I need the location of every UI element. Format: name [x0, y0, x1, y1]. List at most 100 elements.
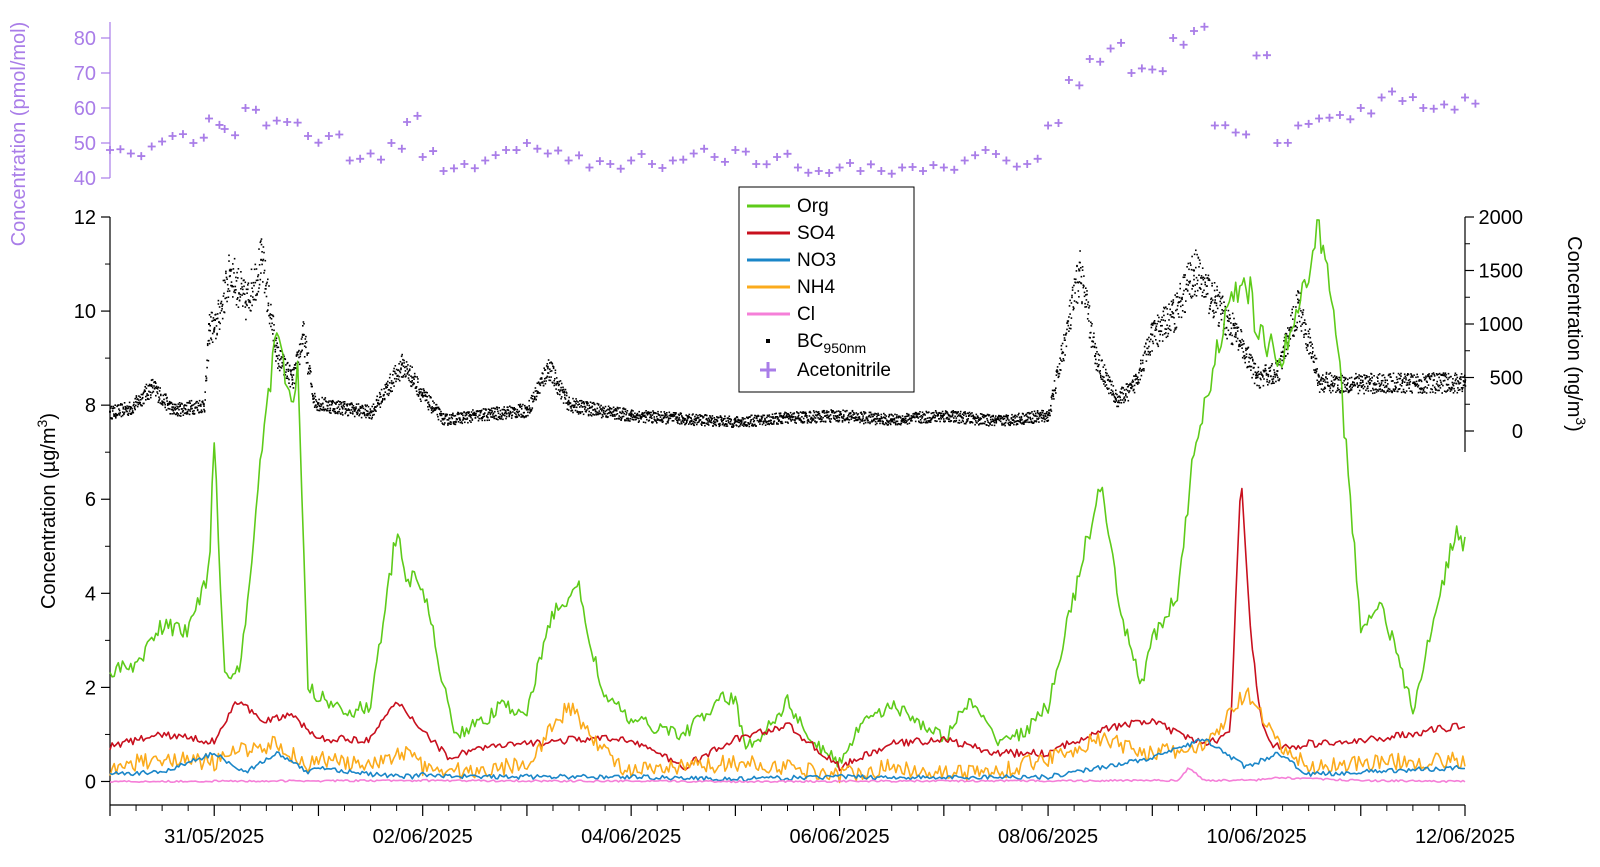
bc-point — [1457, 387, 1459, 389]
bc-point — [113, 407, 116, 409]
bc-point — [260, 238, 263, 240]
acetonitrile-point — [929, 161, 938, 170]
bc-point — [889, 420, 891, 422]
bc-point — [316, 405, 318, 408]
bc-point — [387, 380, 389, 383]
bc-point — [832, 410, 834, 413]
bc-point — [1130, 384, 1133, 386]
bc-point — [664, 413, 667, 415]
bc-point — [1122, 387, 1125, 389]
bc-point — [861, 418, 864, 421]
bc-point — [934, 420, 936, 422]
bc-point — [171, 413, 173, 415]
bc-point — [955, 419, 958, 422]
bc-point — [921, 411, 924, 414]
acetonitrile-point — [1356, 104, 1365, 112]
bc-point — [651, 414, 654, 416]
bc-point — [325, 408, 327, 411]
bc-point — [242, 305, 244, 307]
bc-point — [281, 365, 283, 367]
acetonitrile-point — [533, 144, 542, 153]
bc-point — [726, 425, 729, 427]
bc-point — [944, 420, 946, 422]
bc-point — [587, 413, 590, 416]
bc-point — [784, 416, 787, 419]
bc-point — [602, 415, 604, 418]
bc-point — [574, 409, 577, 412]
bc-point — [211, 320, 213, 322]
bc-point — [427, 408, 430, 411]
bc-point — [156, 391, 158, 393]
bc-point — [325, 401, 328, 403]
bc-point — [457, 412, 460, 414]
bc-point — [452, 414, 454, 416]
bc-point — [771, 423, 774, 425]
bc-point — [1432, 391, 1434, 393]
bc-point — [1219, 300, 1221, 303]
acetonitrile-point — [898, 163, 907, 172]
bc-point — [1441, 392, 1443, 394]
bc-point — [410, 385, 413, 388]
bc-point — [243, 293, 246, 295]
bc-point — [674, 418, 677, 420]
bc-point — [358, 409, 360, 411]
bc-point — [1343, 380, 1345, 382]
bc-point — [158, 399, 160, 402]
bc-point — [842, 417, 844, 419]
bc-point — [1174, 294, 1176, 296]
bc-point — [1224, 305, 1226, 308]
bc-point — [118, 408, 120, 410]
bc-point — [1409, 381, 1412, 383]
bc-point — [118, 409, 121, 412]
bc-point — [904, 419, 907, 422]
acetonitrile-point — [1085, 55, 1094, 63]
bc-point — [797, 415, 799, 418]
bc-point — [242, 288, 244, 291]
bc-point — [1089, 337, 1091, 339]
bc-point — [977, 420, 979, 422]
bc-point — [1308, 353, 1310, 355]
bc-point — [1263, 370, 1266, 373]
bc-point — [285, 368, 288, 371]
bc-point — [532, 391, 535, 394]
left-axis-title-main: Concentration (µg/m — [38, 427, 60, 609]
bc-point — [135, 404, 137, 407]
bc-point — [777, 417, 779, 419]
bc-point — [1009, 422, 1012, 425]
bc-point — [755, 425, 757, 427]
acetonitrile-point — [971, 151, 980, 160]
bc-point — [131, 412, 133, 414]
bc-point — [522, 415, 525, 418]
bc-point — [240, 282, 243, 285]
bc-point — [939, 414, 942, 416]
bc-point — [1213, 315, 1215, 318]
bc-point — [700, 423, 702, 425]
bc-point — [1146, 338, 1149, 341]
bc-point — [1262, 374, 1264, 377]
bc-point — [133, 406, 136, 408]
bc-point — [1288, 327, 1291, 329]
bc-point — [418, 391, 421, 393]
bc-point — [797, 414, 800, 417]
bc-point — [1083, 275, 1085, 277]
bc-point — [1237, 349, 1240, 351]
bc-point — [1156, 342, 1158, 345]
bc-point — [625, 419, 627, 422]
bc-point — [1105, 374, 1108, 377]
bc-point — [908, 415, 910, 417]
bc-point — [1219, 304, 1221, 307]
bc-point — [615, 418, 618, 420]
bc-point — [1188, 268, 1190, 271]
bc-point — [789, 418, 792, 421]
bc-point — [519, 403, 522, 406]
right-axis-title-sup: 3 — [1573, 417, 1589, 425]
acetonitrile-point — [1325, 113, 1334, 122]
bc-point — [1107, 374, 1110, 377]
bc-point — [701, 424, 703, 426]
bc-point — [365, 416, 367, 419]
bc-point — [150, 384, 153, 386]
bc-point — [1337, 379, 1340, 381]
bc-point — [848, 419, 851, 421]
bc-point — [848, 413, 850, 416]
bc-point — [474, 412, 476, 415]
